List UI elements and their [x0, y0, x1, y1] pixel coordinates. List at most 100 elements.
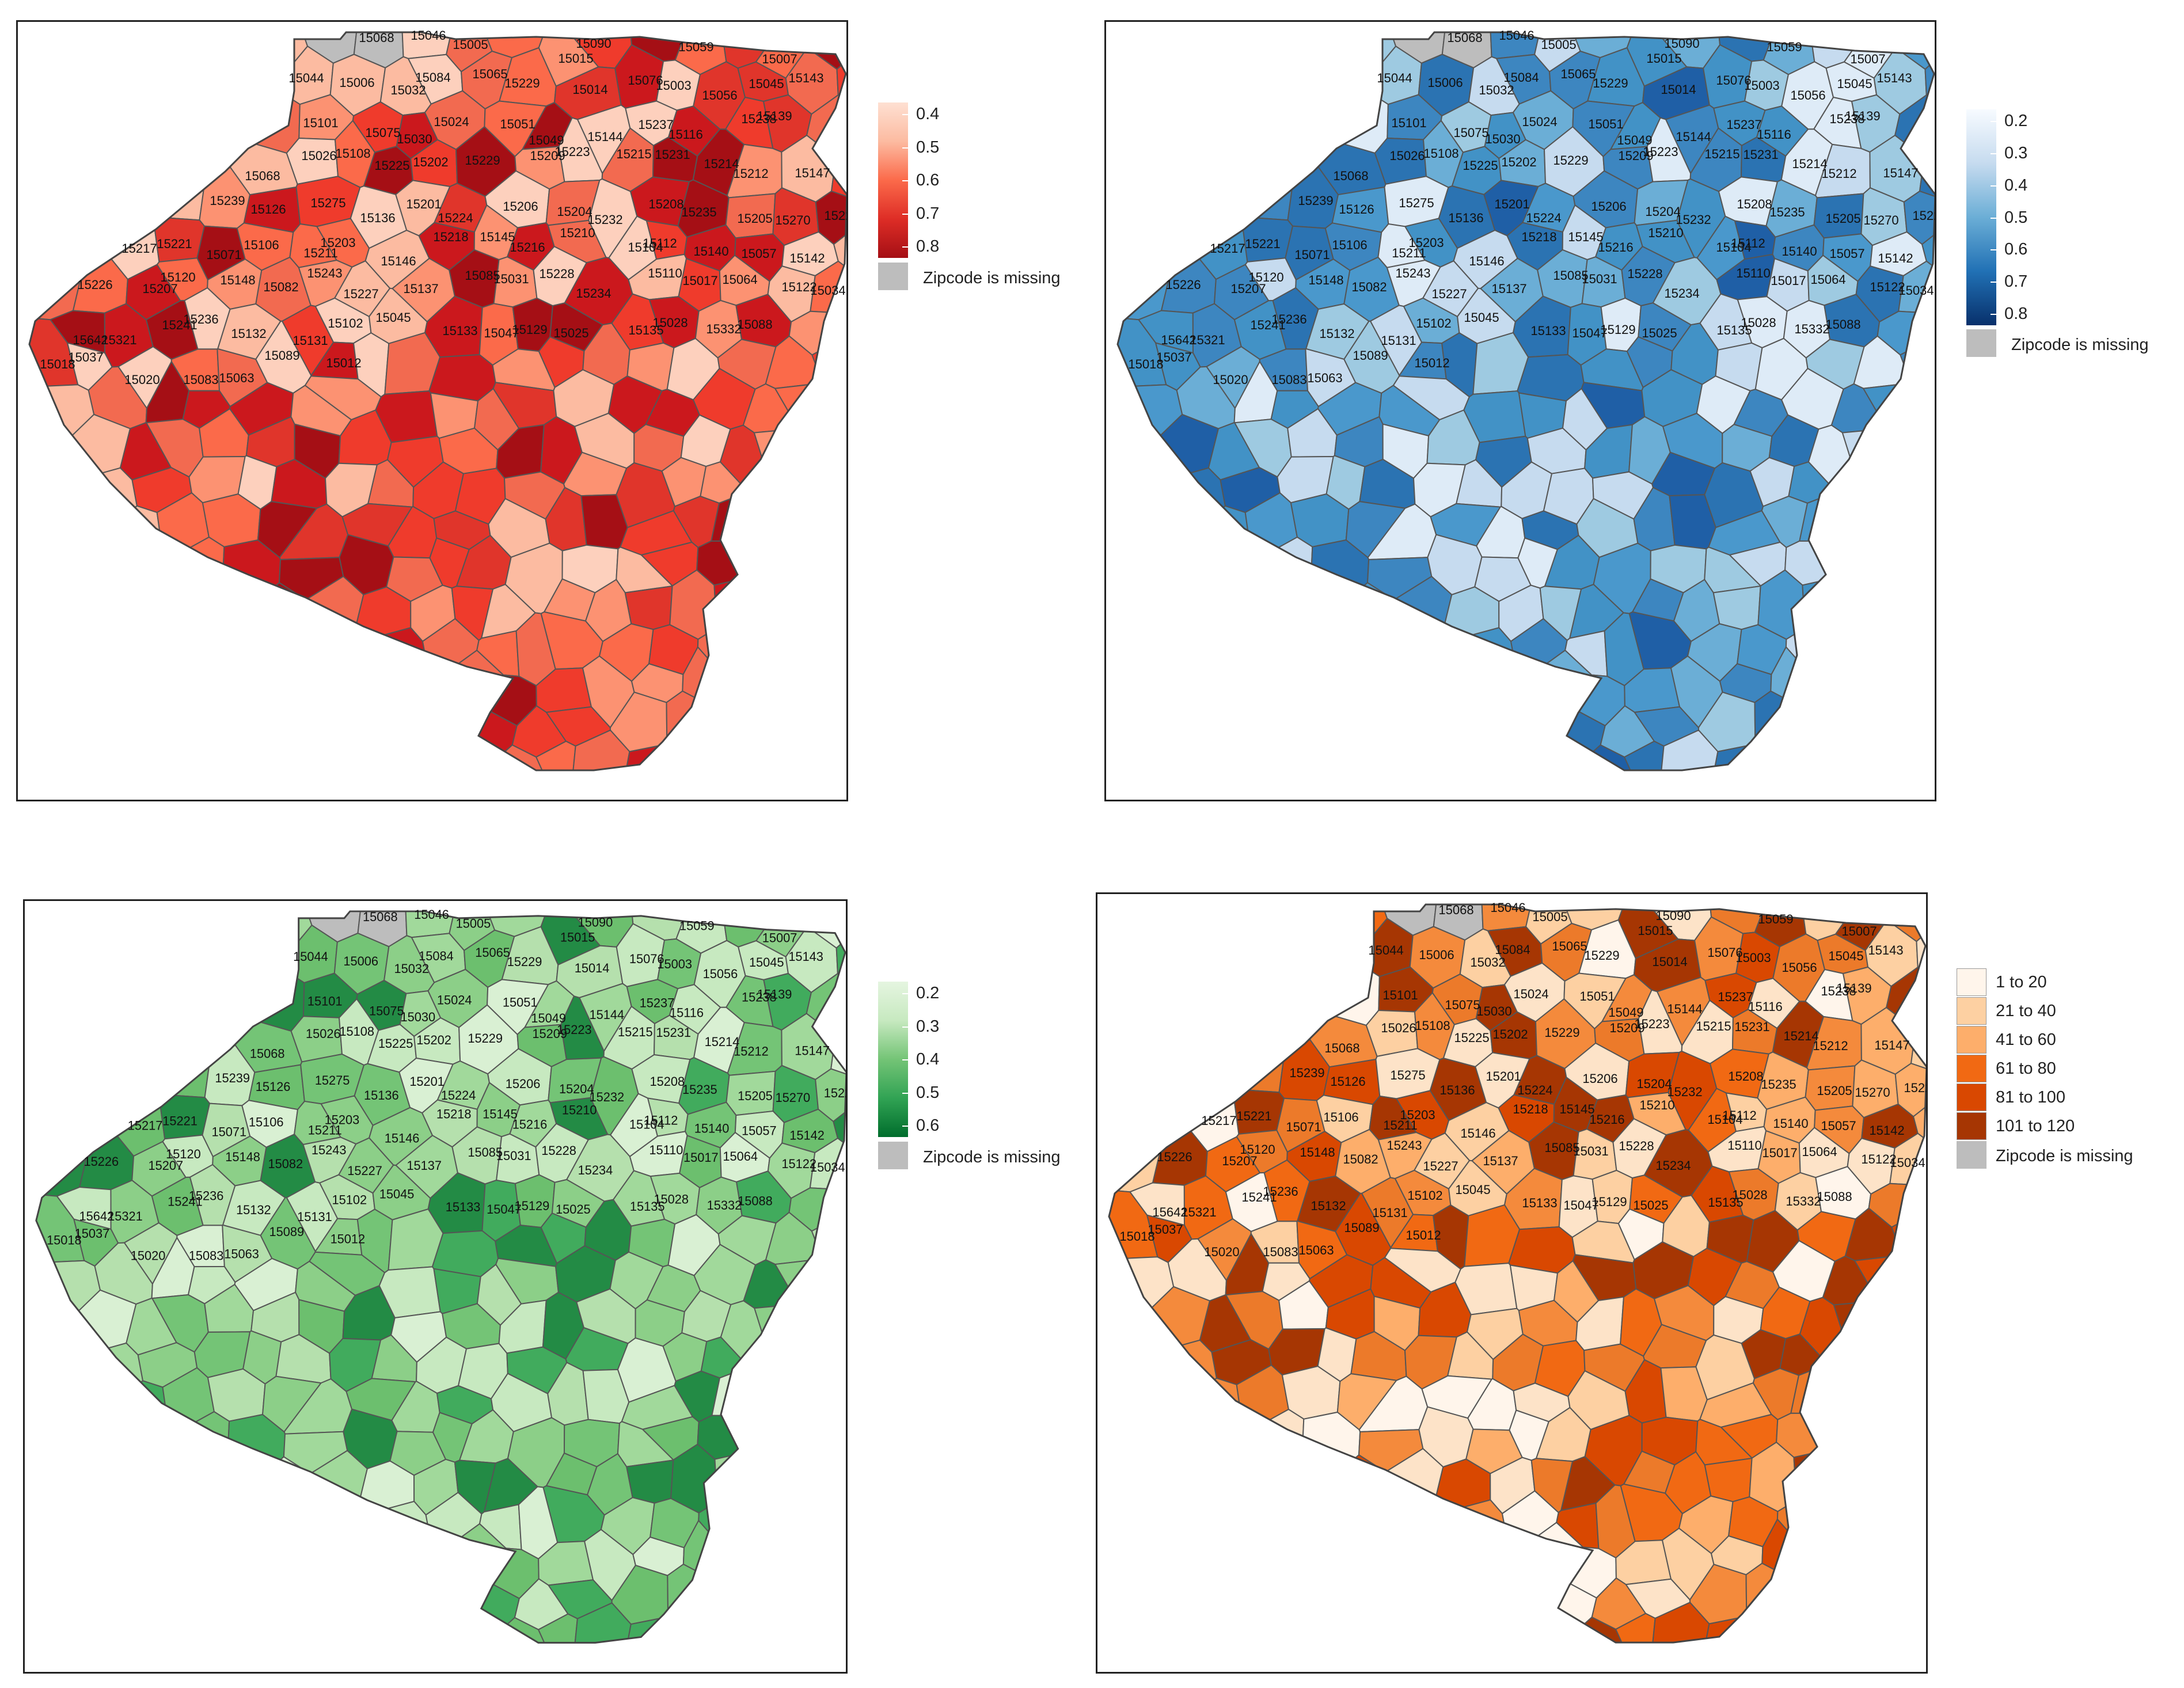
zip-region [1360, 689, 1412, 755]
zip-label: 15148 [1300, 1145, 1335, 1159]
zip-label: 15212 [1821, 166, 1856, 181]
zip-label: 15075 [1445, 998, 1480, 1012]
zip-label: 15146 [1469, 254, 1504, 268]
zip-label: 15102 [328, 316, 363, 330]
zip-label: 15210 [560, 226, 595, 240]
zip-region [1109, 1453, 1169, 1493]
zip-label: 15037 [1148, 1222, 1183, 1237]
legend-swatch [1957, 1026, 1987, 1054]
legend-label: 41 to 60 [1996, 1031, 2056, 1049]
zip-region [324, 1572, 384, 1627]
zip-label: 15085 [1553, 268, 1588, 283]
zip-region [1867, 1582, 1918, 1634]
zip-label: 15090 [1664, 36, 1699, 51]
zip-region [36, 1454, 96, 1495]
zip-label: 15088 [1817, 1189, 1852, 1204]
zip-label: 15202 [1492, 1027, 1528, 1041]
zip-label: 15116 [670, 1005, 704, 1020]
zip-region [178, 941, 232, 993]
zip-region [1872, 1367, 1926, 1417]
zip-label: 15089 [269, 1225, 305, 1239]
zip-region [1174, 710, 1238, 766]
zip-label: 15235 [1761, 1077, 1796, 1092]
zip-label: 15037 [1156, 350, 1191, 364]
zip-label: 15049 [1617, 133, 1652, 147]
zip-region [1211, 1619, 1249, 1643]
zip-region [701, 699, 747, 751]
zip-label: 15045 [379, 1187, 415, 1201]
zip-label: 15217 [1201, 1113, 1236, 1128]
zip-region [1919, 1157, 1926, 1255]
zip-label: 15085 [1544, 1140, 1579, 1155]
zip-label: 15217 [128, 1118, 163, 1132]
zip-label: 15101 [307, 994, 343, 1008]
zip-region [1869, 1498, 1926, 1549]
zip-label: 15005 [453, 37, 488, 52]
zip-label: 15208 [1737, 197, 1772, 211]
zip-region [241, 1583, 280, 1631]
zip-label: 15108 [1423, 146, 1458, 161]
zip-region [1916, 1313, 1926, 1415]
zip-label: 15024 [1513, 987, 1548, 1001]
zip-label: 15084 [1495, 942, 1530, 957]
zip-label: 15321 [101, 333, 136, 347]
zip-label: 15047 [484, 326, 519, 340]
zip-label: 15201 [1486, 1069, 1521, 1083]
zip-label: 15068 [1333, 169, 1368, 183]
zip-region [1799, 677, 1858, 723]
zip-label: 15224 [1517, 1083, 1552, 1097]
zip-region [1836, 468, 1895, 520]
zip-region [1118, 32, 1164, 89]
zip-label: 15220 [1912, 208, 1935, 223]
colorbar-tick [1991, 217, 1996, 219]
zip-label: 15110 [1736, 266, 1771, 280]
zip-region [1315, 1582, 1355, 1630]
zip-region [145, 166, 206, 221]
zip-label: 15049 [1608, 1005, 1643, 1020]
zip-label: 15024 [437, 993, 472, 1007]
zip-label: 15020 [1213, 372, 1248, 387]
zip-label: 15031 [493, 272, 529, 286]
zip-region [788, 1583, 838, 1635]
zip-region [1463, 1528, 1525, 1577]
zip-region [1213, 933, 1268, 982]
zip-region [1284, 686, 1335, 757]
zip-region [1109, 904, 1155, 961]
zip-region [36, 1414, 107, 1462]
colorbar-tick [902, 213, 908, 215]
map-panel-blue: 15068 15046 15005 15015 15090 15059 15007 15044… [1104, 20, 1936, 801]
zip-region [1810, 732, 1868, 770]
zip-region [1832, 1417, 1877, 1455]
zip-label: 15214 [704, 157, 739, 171]
zip-label: 15206 [1591, 199, 1626, 214]
zip-region [1245, 32, 1302, 78]
zip-label: 15003 [657, 957, 692, 971]
zip-label: 15229 [507, 955, 542, 969]
zip-label: 15007 [762, 52, 797, 66]
zip-region [1327, 1529, 1389, 1575]
zip-label: 15237 [1718, 990, 1753, 1004]
zip-region [82, 58, 143, 118]
zip-region [71, 510, 123, 562]
zip-label: 15101 [303, 116, 338, 130]
zip-label: 15017 [682, 273, 717, 288]
zip-label: 15238 [741, 112, 776, 126]
zip-region [139, 1418, 188, 1471]
colorbar-tick-label: 0.7 [916, 204, 940, 223]
zip-region [1498, 701, 1552, 770]
zip-region [1109, 1046, 1160, 1121]
zip-label: 15104 [628, 240, 663, 254]
zip-region [36, 1092, 115, 1137]
zip-label: 15211 [303, 246, 338, 260]
missing-label: Zipcode is missing [1996, 1147, 2133, 1165]
zip-region [1283, 751, 1350, 770]
legend-label: 101 to 120 [1996, 1117, 2075, 1135]
zip-region [1887, 581, 1935, 640]
zip-region [1839, 517, 1897, 558]
zip-label: 15136 [1448, 211, 1483, 225]
zip-label: 15135 [1708, 1195, 1743, 1210]
zip-label: 15241 [168, 1194, 203, 1208]
zip-label: 15076 [1716, 73, 1751, 88]
